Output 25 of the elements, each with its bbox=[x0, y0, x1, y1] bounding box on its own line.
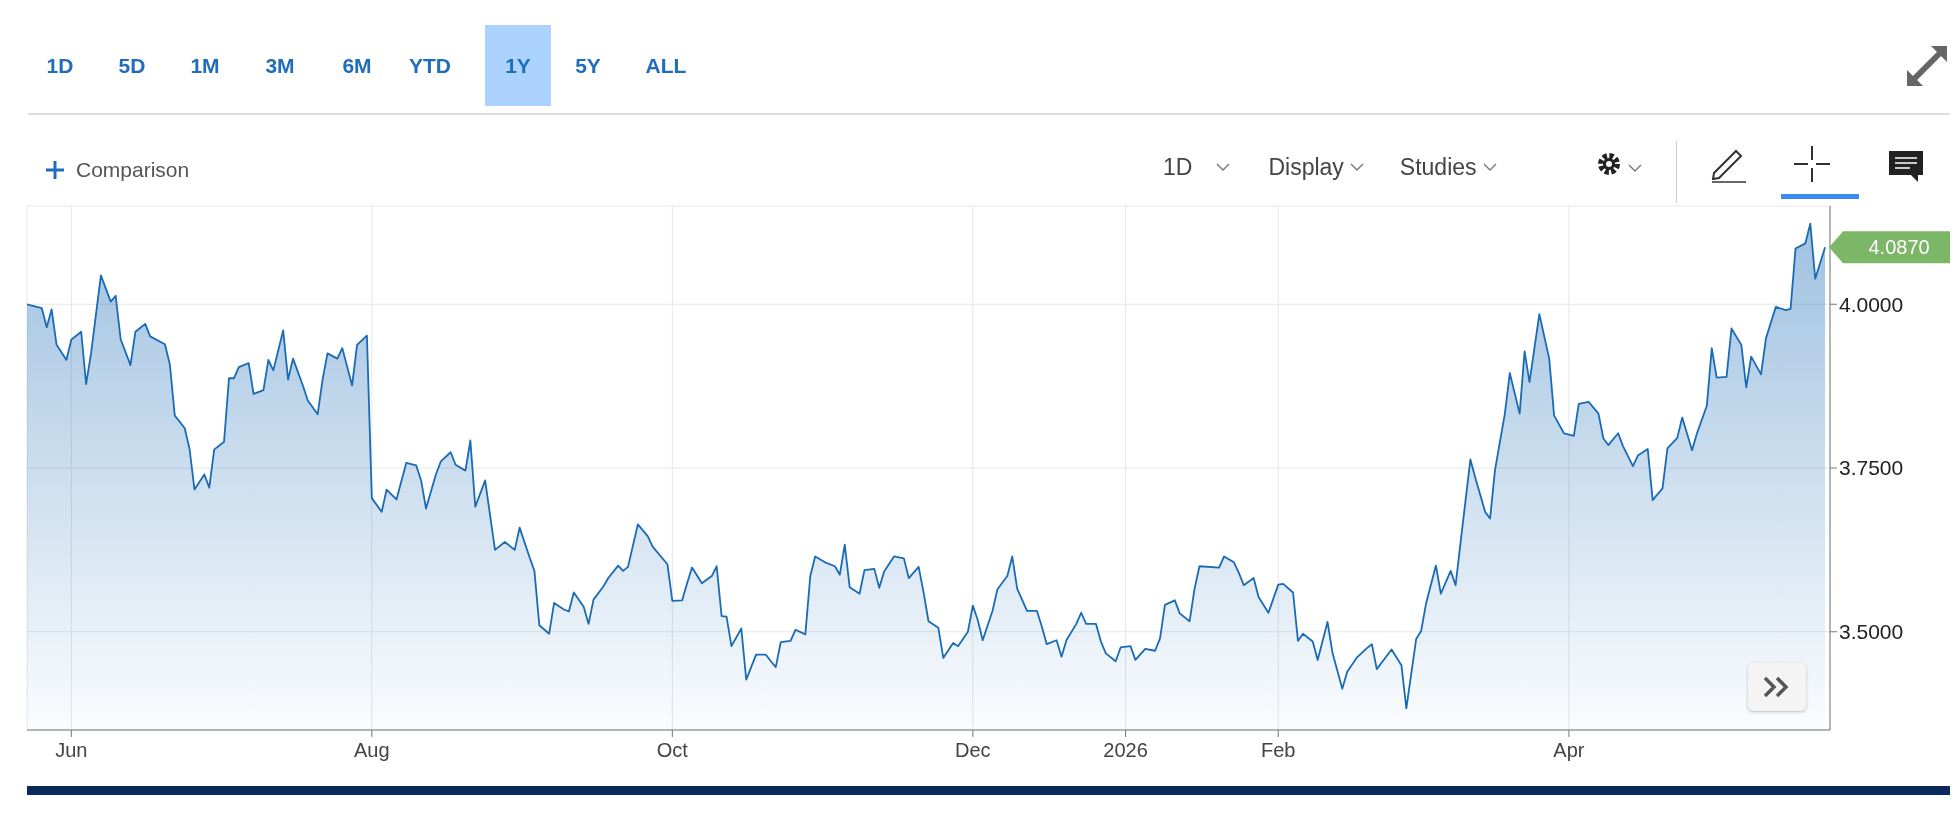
text: Display bbox=[1268, 154, 1345, 181]
y-tick-label: 4.0000 bbox=[1839, 292, 1904, 316]
x-tick-label: Oct bbox=[656, 739, 689, 762]
price-tag: 4.0870 bbox=[1829, 231, 1950, 264]
text: 3M bbox=[264, 52, 296, 79]
y-tick-label: 3.7500 bbox=[1839, 456, 1904, 480]
text: 5D bbox=[117, 52, 147, 79]
text: 6M bbox=[341, 52, 373, 79]
text: 1D bbox=[1163, 154, 1194, 181]
x-tick-label: 2026 bbox=[1103, 739, 1148, 762]
x-tick-label: Apr bbox=[1553, 739, 1585, 762]
text: 1M bbox=[189, 52, 221, 79]
text: 5Y bbox=[574, 52, 602, 79]
text: 1Y bbox=[485, 25, 551, 106]
text: Comparison bbox=[75, 158, 190, 182]
text: ALL bbox=[644, 52, 688, 79]
x-tick-label: Dec bbox=[955, 739, 991, 762]
annotation: 4.0870 bbox=[1868, 236, 1930, 259]
x-tick-label: Feb bbox=[1261, 739, 1296, 762]
x-tick-label: Jun bbox=[55, 739, 88, 762]
text: Studies bbox=[1399, 154, 1478, 181]
x-tick-label: Aug bbox=[354, 739, 390, 762]
y-tick-label: 3.5000 bbox=[1839, 620, 1904, 644]
text: YTD bbox=[408, 52, 452, 79]
text: 1D bbox=[45, 52, 75, 79]
